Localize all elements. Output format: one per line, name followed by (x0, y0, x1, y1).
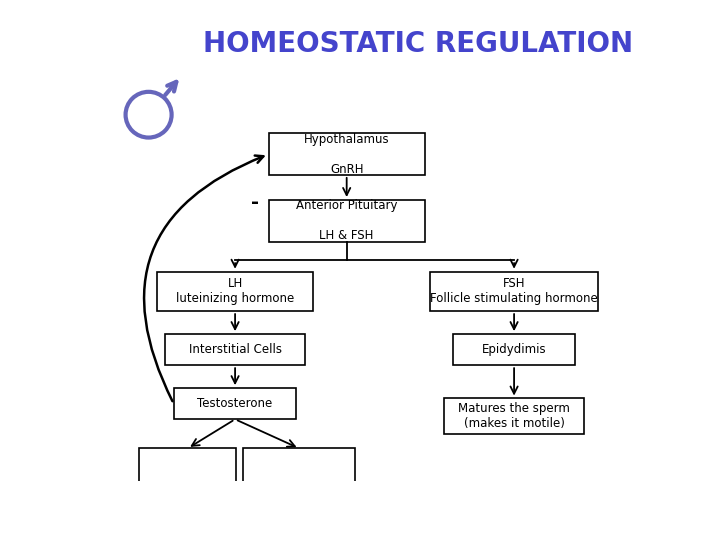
Text: LH
luteinizing hormone: LH luteinizing hormone (176, 278, 294, 306)
FancyBboxPatch shape (453, 334, 575, 365)
Text: Epidydimis: Epidydimis (482, 343, 546, 356)
FancyBboxPatch shape (166, 334, 305, 365)
Text: Matures the sperm
(makes it motile): Matures the sperm (makes it motile) (458, 402, 570, 430)
Text: Testosterone: Testosterone (197, 397, 273, 410)
Text: Anterior Pituitary

LH & FSH: Anterior Pituitary LH & FSH (296, 199, 397, 242)
Text: Interstitial Cells: Interstitial Cells (189, 343, 282, 356)
FancyArrowPatch shape (144, 156, 264, 401)
Text: Hypothalamus

GnRH: Hypothalamus GnRH (304, 133, 390, 176)
Text: -: - (251, 193, 258, 212)
FancyBboxPatch shape (157, 272, 313, 311)
Text: FSH
Follicle stimulating hormone: FSH Follicle stimulating hormone (431, 278, 598, 306)
FancyBboxPatch shape (444, 399, 584, 434)
FancyBboxPatch shape (139, 448, 236, 484)
FancyBboxPatch shape (243, 448, 355, 492)
Text: HOMEOSTATIC REGULATION: HOMEOSTATIC REGULATION (202, 30, 633, 58)
FancyBboxPatch shape (431, 272, 598, 311)
FancyBboxPatch shape (174, 388, 297, 419)
FancyBboxPatch shape (269, 133, 425, 175)
FancyBboxPatch shape (269, 200, 425, 241)
